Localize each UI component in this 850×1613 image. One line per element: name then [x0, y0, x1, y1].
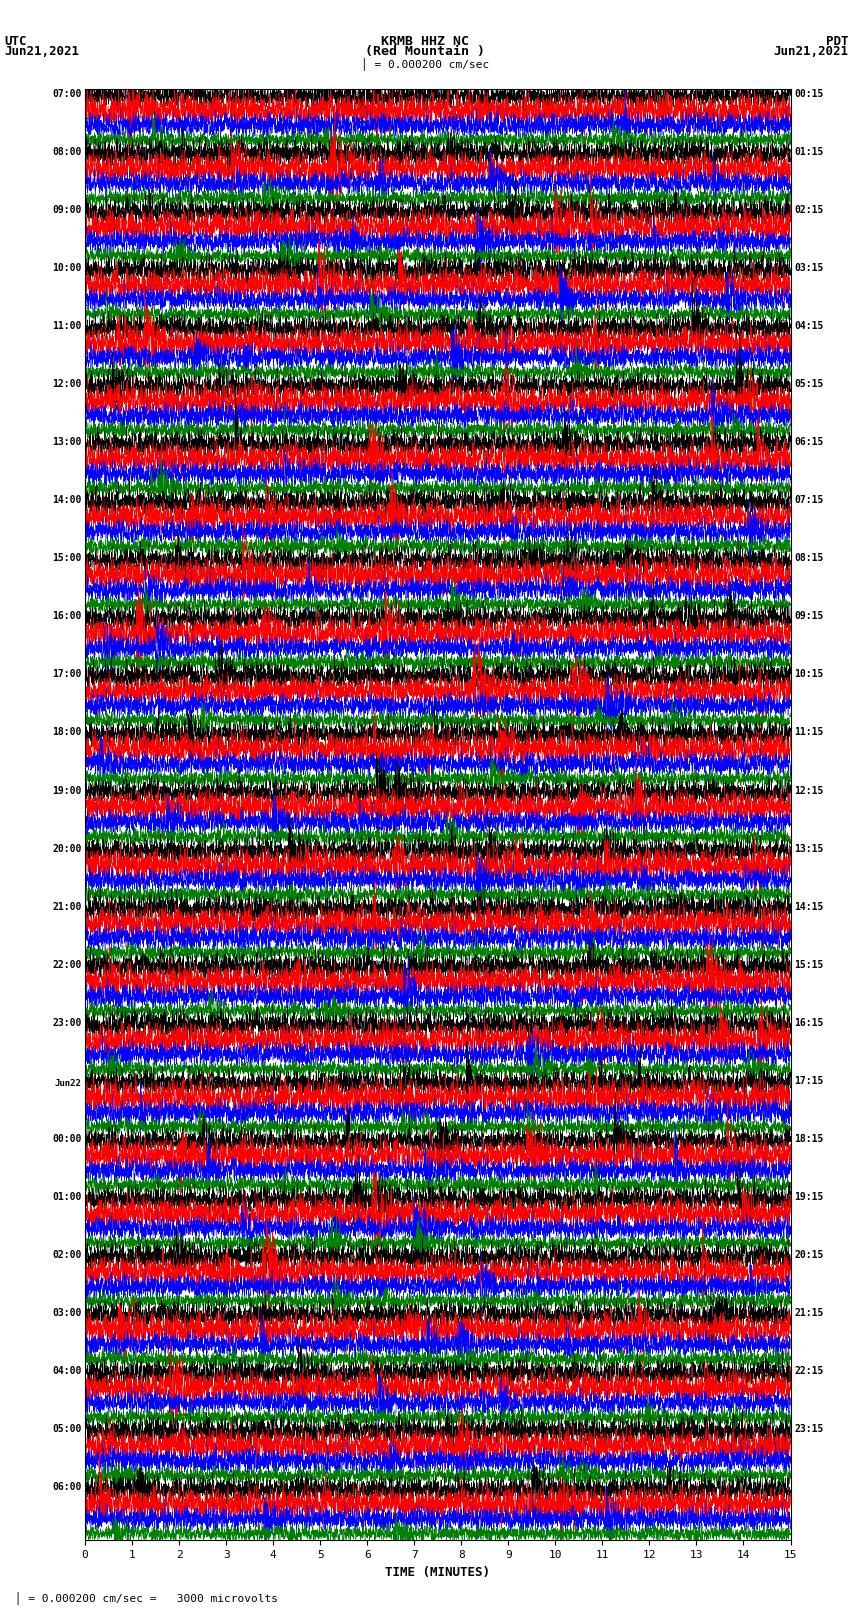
Text: 03:00: 03:00 — [52, 1308, 82, 1318]
Text: 01:00: 01:00 — [52, 1192, 82, 1202]
Text: Jun21,2021: Jun21,2021 — [4, 45, 79, 58]
Text: 23:00: 23:00 — [52, 1018, 82, 1027]
Text: UTC: UTC — [4, 35, 26, 48]
Text: 15:00: 15:00 — [52, 553, 82, 563]
Text: 17:15: 17:15 — [794, 1076, 824, 1086]
Text: 12:00: 12:00 — [52, 379, 82, 389]
Text: 05:00: 05:00 — [52, 1424, 82, 1434]
Text: 19:00: 19:00 — [52, 786, 82, 795]
Text: 18:00: 18:00 — [52, 727, 82, 737]
Text: 13:00: 13:00 — [52, 437, 82, 447]
Text: 04:15: 04:15 — [794, 321, 824, 331]
Text: 06:15: 06:15 — [794, 437, 824, 447]
Text: 15:15: 15:15 — [794, 960, 824, 969]
X-axis label: TIME (MINUTES): TIME (MINUTES) — [385, 1566, 490, 1579]
Text: │ = 0.000200 cm/sec =   3000 microvolts: │ = 0.000200 cm/sec = 3000 microvolts — [8, 1592, 279, 1605]
Text: 00:15: 00:15 — [794, 89, 824, 98]
Text: 13:15: 13:15 — [794, 844, 824, 853]
Text: 17:00: 17:00 — [52, 669, 82, 679]
Text: 19:15: 19:15 — [794, 1192, 824, 1202]
Text: 20:00: 20:00 — [52, 844, 82, 853]
Text: 08:00: 08:00 — [52, 147, 82, 156]
Text: 06:00: 06:00 — [52, 1482, 82, 1492]
Text: 09:00: 09:00 — [52, 205, 82, 215]
Text: 20:15: 20:15 — [794, 1250, 824, 1260]
Text: 11:00: 11:00 — [52, 321, 82, 331]
Text: 12:15: 12:15 — [794, 786, 824, 795]
Text: 03:15: 03:15 — [794, 263, 824, 273]
Text: 08:15: 08:15 — [794, 553, 824, 563]
Text: Jun21,2021: Jun21,2021 — [774, 45, 848, 58]
Text: PDT: PDT — [826, 35, 848, 48]
Text: 23:15: 23:15 — [794, 1424, 824, 1434]
Text: Jun22: Jun22 — [54, 1079, 82, 1087]
Text: 21:00: 21:00 — [52, 902, 82, 911]
Text: 16:00: 16:00 — [52, 611, 82, 621]
Text: 07:00: 07:00 — [52, 89, 82, 98]
Text: 14:15: 14:15 — [794, 902, 824, 911]
Text: 22:15: 22:15 — [794, 1366, 824, 1376]
Text: KRMB HHZ NC: KRMB HHZ NC — [381, 35, 469, 48]
Text: 14:00: 14:00 — [52, 495, 82, 505]
Text: 11:15: 11:15 — [794, 727, 824, 737]
Text: 02:00: 02:00 — [52, 1250, 82, 1260]
Text: │ = 0.000200 cm/sec: │ = 0.000200 cm/sec — [361, 58, 489, 71]
Text: 05:15: 05:15 — [794, 379, 824, 389]
Text: 16:15: 16:15 — [794, 1018, 824, 1027]
Text: 18:15: 18:15 — [794, 1134, 824, 1144]
Text: 04:00: 04:00 — [52, 1366, 82, 1376]
Text: 02:15: 02:15 — [794, 205, 824, 215]
Text: (Red Mountain ): (Red Mountain ) — [365, 45, 485, 58]
Text: 10:15: 10:15 — [794, 669, 824, 679]
Text: 00:00: 00:00 — [52, 1134, 82, 1144]
Text: 21:15: 21:15 — [794, 1308, 824, 1318]
Text: 09:15: 09:15 — [794, 611, 824, 621]
Text: 10:00: 10:00 — [52, 263, 82, 273]
Text: 01:15: 01:15 — [794, 147, 824, 156]
Text: 07:15: 07:15 — [794, 495, 824, 505]
Text: 22:00: 22:00 — [52, 960, 82, 969]
